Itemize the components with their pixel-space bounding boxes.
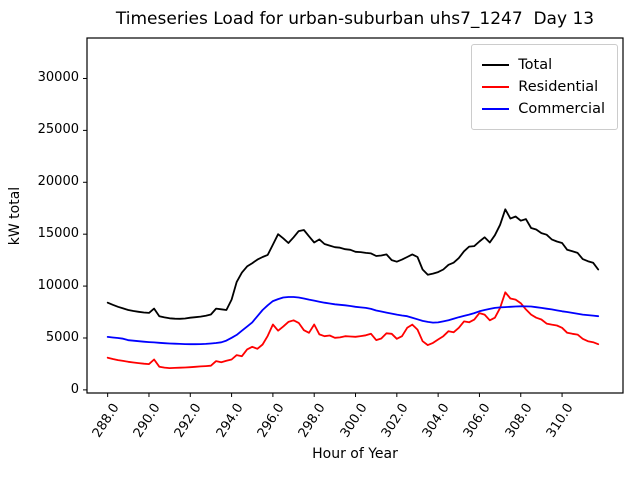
- y-tick-label: 25000: [37, 122, 79, 138]
- legend-line-swatch: [482, 108, 510, 110]
- y-tick-label: 5000: [45, 329, 79, 345]
- chart-figure: Timeseries Load for urban-suburban uhs7_…: [7, 9, 624, 462]
- y-tick-label: 15000: [37, 226, 79, 242]
- legend-line-swatch: [482, 64, 510, 66]
- axes-spines: [86, 37, 624, 394]
- legend-item-residential: Residential: [482, 76, 605, 98]
- series-total-line: [106, 208, 600, 320]
- legend-label: Commercial: [518, 101, 605, 117]
- legend-label: Total: [518, 57, 553, 73]
- x-axis-label: Hour of Year: [312, 446, 398, 462]
- y-tick-label: 20000: [37, 174, 79, 190]
- legend: Total Residential Commercial: [471, 44, 618, 130]
- series-residential-line: [106, 291, 600, 370]
- series-commercial-line: [106, 296, 600, 346]
- y-tick-label: 30000: [37, 70, 79, 86]
- y-tick-label: 10000: [37, 278, 79, 294]
- legend-item-commercial: Commercial: [482, 98, 605, 120]
- legend-label: Residential: [518, 79, 599, 95]
- y-tick-label: 0: [70, 381, 79, 397]
- legend-item-total: Total: [482, 54, 605, 76]
- plot-area-svg: [83, 37, 624, 397]
- legend-line-swatch: [482, 86, 510, 88]
- y-axis-label: kW total: [7, 186, 23, 246]
- chart-title: Timeseries Load for urban-suburban uhs7_…: [115, 9, 595, 29]
